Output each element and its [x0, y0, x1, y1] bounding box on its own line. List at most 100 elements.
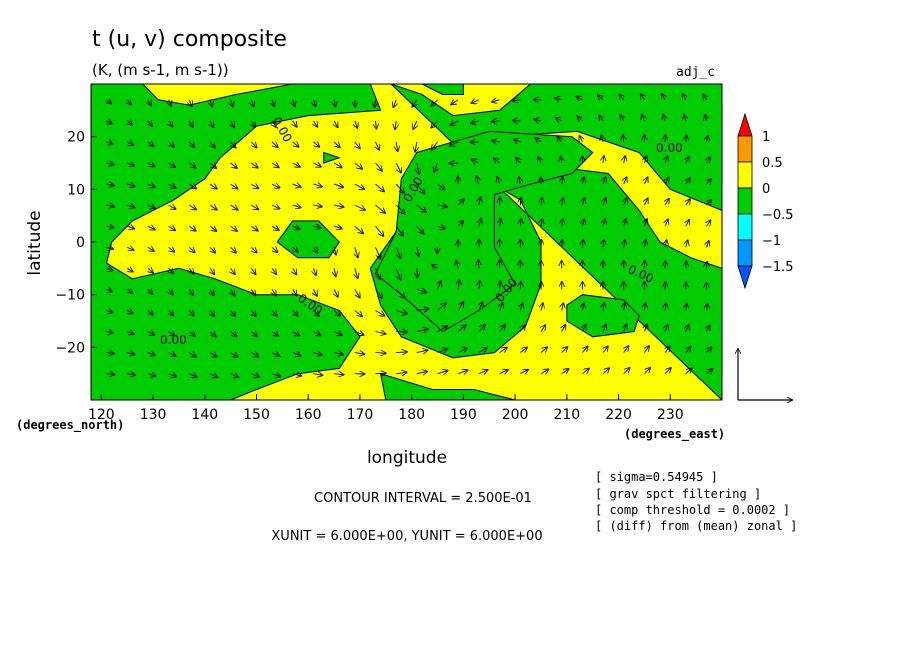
wind-arrow [707, 304, 708, 311]
wind-arrow [292, 332, 300, 336]
wind-arrow [127, 332, 133, 334]
wind-arrow [169, 142, 174, 147]
wind-arrow [684, 115, 686, 122]
wind-arrow [251, 226, 257, 231]
wind-arrow [292, 226, 300, 229]
wind-arrow [437, 303, 446, 311]
wind-arrow [416, 225, 424, 233]
wind-arrow [148, 100, 151, 106]
wind-arrow [707, 241, 709, 248]
note-line: [ sigma=0.54945 ] [595, 470, 718, 484]
wind-arrow [168, 353, 176, 357]
wind-arrow [271, 353, 280, 357]
wind-arrow [147, 142, 154, 146]
wind-arrow [686, 325, 689, 332]
wind-arrow [126, 142, 133, 145]
wind-arrow [494, 158, 500, 163]
contour-label: 0.00 [656, 141, 683, 155]
wind-arrow [686, 241, 688, 248]
wind-arrow [313, 332, 320, 336]
x-tick-label: 120 [88, 407, 115, 423]
wind-arrow [127, 205, 134, 207]
wind-arrow [686, 157, 689, 164]
wind-arrow [642, 115, 645, 122]
contour-label: 0.00 [160, 333, 187, 347]
wind-arrow [209, 226, 216, 231]
wind-arrow [479, 197, 481, 206]
wind-arrow [147, 205, 155, 208]
wind-arrow [707, 347, 712, 352]
wind-arrow [168, 184, 176, 188]
x-tick-label: 130 [140, 407, 167, 423]
wind-arrow [272, 99, 274, 107]
wind-arrow [707, 262, 708, 269]
wind-arrow [644, 219, 647, 227]
wind-arrow [148, 311, 153, 315]
wind-arrow [210, 141, 215, 148]
colorbar-swatch [737, 187, 753, 215]
wind-arrow [520, 303, 522, 311]
wind-arrow [562, 177, 563, 185]
wind-arrow [665, 240, 667, 248]
wind-arrow [437, 183, 445, 189]
wind-arrow [231, 141, 236, 148]
wind-arrow [624, 303, 625, 311]
wind-arrow [603, 156, 604, 164]
wind-arrow [558, 137, 562, 142]
wind-arrow [417, 268, 418, 277]
wind-arrow [707, 200, 712, 205]
wind-arrow [127, 226, 134, 228]
wind-arrow [582, 219, 584, 227]
wind-arrow [354, 183, 364, 189]
wind-arrow [169, 289, 173, 294]
colorbar-swatch [737, 135, 753, 163]
wind-arrow [251, 310, 256, 317]
wind-arrow [396, 332, 407, 333]
x-tick-label: 220 [605, 407, 632, 423]
wind-arrow [644, 156, 646, 164]
wind-arrow [620, 95, 624, 100]
wind-arrow [127, 247, 133, 250]
wind-arrow [292, 163, 300, 167]
wind-arrow [375, 268, 381, 279]
wind-arrow [230, 163, 237, 168]
wind-arrow [416, 204, 426, 212]
wind-arrow [375, 247, 381, 258]
wind-arrow [707, 326, 710, 332]
wind-arrow [189, 268, 193, 274]
wind-arrow [292, 205, 301, 208]
wind-arrow [168, 205, 176, 209]
wind-arrow [621, 115, 624, 122]
wind-arrow [375, 183, 385, 191]
wind-arrow [106, 142, 113, 144]
colorbar-swatch [737, 161, 753, 189]
wind-arrow [416, 329, 428, 331]
wind-arrow [106, 374, 115, 375]
wind-arrow [313, 99, 315, 106]
wind-arrow [210, 247, 215, 252]
wind-arrow [478, 325, 485, 332]
wind-arrow [519, 177, 520, 185]
wind-arrow [540, 347, 547, 352]
wind-arrow [147, 374, 156, 376]
wind-arrow [292, 184, 301, 187]
wind-arrow [582, 177, 584, 185]
wind-arrow [541, 198, 542, 206]
wind-arrow [395, 268, 400, 279]
wind-arrow [375, 332, 386, 334]
wind-arrow [148, 289, 153, 294]
wind-arrow [168, 332, 175, 336]
wind-vectors [107, 94, 713, 377]
wind-arrow [251, 353, 258, 357]
wind-arrow [209, 205, 217, 210]
wind-arrow [313, 120, 317, 127]
wind-arrow [624, 325, 627, 332]
wind-arrow [561, 347, 568, 353]
wind-arrow [127, 121, 132, 125]
wind-arrow [313, 226, 320, 228]
wind-arrow [354, 162, 362, 169]
wind-arrow [147, 184, 155, 187]
wind-arrow [514, 140, 521, 142]
plot-area [91, 84, 722, 400]
wind-arrow [271, 205, 279, 209]
